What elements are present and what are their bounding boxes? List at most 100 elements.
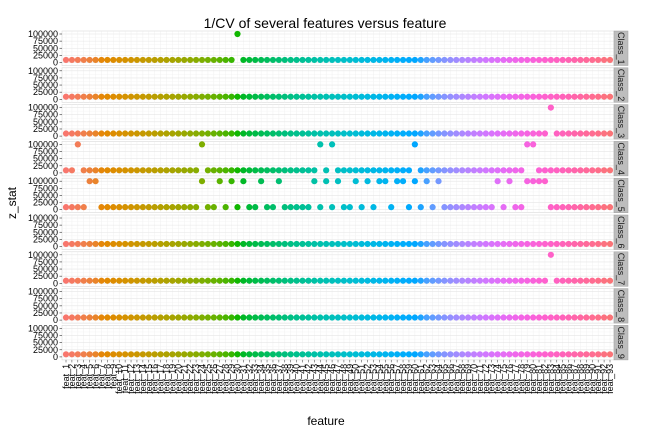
data-point — [210, 93, 217, 100]
data-point — [169, 277, 176, 284]
data-point — [600, 277, 608, 284]
data-point — [175, 277, 182, 284]
data-point — [299, 204, 306, 211]
x-tick-label: feat_17 — [156, 364, 166, 394]
data-point — [565, 240, 572, 248]
data-point — [547, 240, 554, 248]
data-point — [181, 314, 188, 321]
data-point — [595, 93, 602, 100]
data-point — [240, 56, 247, 64]
data-point — [187, 351, 194, 358]
x-tick-label: feat_59 — [404, 364, 414, 394]
data-point — [317, 277, 324, 284]
data-point — [388, 351, 395, 358]
data-point — [482, 314, 489, 321]
data-point — [606, 93, 614, 100]
data-point — [494, 93, 501, 100]
data-point — [110, 277, 117, 284]
data-point — [470, 240, 478, 248]
data-point — [340, 351, 348, 358]
data-point — [606, 314, 614, 321]
data-point — [411, 93, 418, 100]
data-point — [139, 240, 146, 248]
data-point — [435, 167, 442, 174]
data-point — [323, 178, 330, 185]
data-point — [518, 130, 525, 137]
x-tick-label: feat_24 — [197, 364, 207, 394]
points-group — [62, 93, 614, 100]
data-point — [163, 167, 170, 174]
data-point — [524, 314, 531, 321]
data-point — [394, 56, 401, 64]
data-point — [512, 93, 519, 100]
data-point — [192, 56, 200, 64]
data-point — [577, 240, 584, 248]
data-point — [328, 130, 336, 137]
data-point — [210, 351, 217, 358]
data-point — [80, 240, 87, 248]
data-point — [133, 277, 141, 284]
data-point — [74, 351, 81, 358]
data-point — [423, 240, 430, 248]
data-point — [92, 167, 99, 174]
data-point — [110, 351, 117, 358]
x-tick-label: feat_29 — [227, 364, 237, 394]
data-point — [263, 277, 271, 284]
data-point — [340, 240, 348, 248]
data-point — [287, 240, 294, 248]
data-point — [139, 204, 146, 211]
data-point — [187, 56, 194, 64]
data-point — [382, 167, 389, 174]
data-point — [459, 314, 466, 321]
data-point — [423, 178, 430, 185]
data-point — [234, 240, 241, 248]
data-point — [204, 56, 212, 64]
data-point — [80, 130, 87, 137]
data-point — [553, 167, 560, 174]
data-point — [275, 314, 282, 321]
data-point — [252, 277, 259, 284]
data-point — [133, 351, 141, 358]
data-point — [494, 314, 501, 321]
facet-strip-label: Class_3 — [616, 106, 626, 139]
data-point — [595, 167, 602, 174]
x-tick-label: feat_78 — [516, 364, 526, 394]
x-tick-label: feat_36 — [268, 364, 278, 394]
data-point — [240, 240, 247, 248]
data-point — [328, 314, 336, 321]
data-point — [216, 130, 223, 137]
data-point — [541, 314, 549, 321]
data-point — [122, 351, 129, 358]
data-point — [429, 277, 436, 284]
data-point — [216, 240, 223, 248]
y-tick-label: 25000 — [33, 308, 58, 318]
data-point — [293, 204, 300, 211]
data-point — [145, 314, 152, 321]
data-point — [541, 240, 549, 248]
data-point — [305, 314, 312, 321]
data-point — [524, 351, 531, 358]
data-point — [364, 351, 371, 358]
data-point — [204, 204, 212, 211]
x-tick-label: feat_58 — [398, 364, 408, 394]
points-group — [62, 104, 614, 137]
data-point — [476, 351, 484, 358]
x-tick-label: feat_60 — [410, 364, 420, 394]
data-point — [110, 130, 117, 137]
data-point — [518, 240, 525, 248]
data-point — [263, 351, 271, 358]
x-tick-label: feat_44 — [315, 364, 325, 394]
x-tick-label: feat_20 — [173, 364, 183, 394]
x-tick-labels: feat_1feat_2feat_3feat_4feat_5feat_6feat… — [61, 359, 615, 394]
data-point — [110, 93, 117, 100]
data-point — [86, 56, 93, 64]
data-point — [169, 204, 176, 211]
data-point — [269, 204, 277, 211]
data-point — [86, 240, 93, 248]
data-point — [524, 141, 531, 148]
data-point — [133, 130, 141, 137]
data-point — [411, 130, 418, 137]
data-point — [382, 130, 389, 137]
data-point — [252, 240, 259, 248]
data-point — [340, 314, 348, 321]
